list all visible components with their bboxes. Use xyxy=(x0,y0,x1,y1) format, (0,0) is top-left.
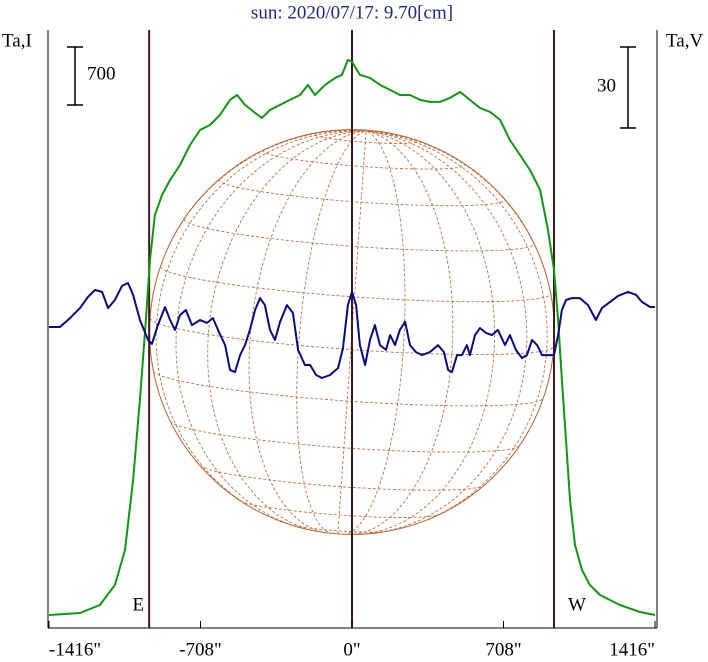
sun-parallel xyxy=(262,149,466,170)
scale-bar-label: 30 xyxy=(597,75,616,96)
sun-meridian xyxy=(175,130,367,529)
sun-meridian xyxy=(149,129,367,318)
sun-parallel xyxy=(153,371,544,407)
sun-meridian xyxy=(366,130,548,527)
sun-parallel xyxy=(199,465,485,491)
sun-meridian xyxy=(366,130,555,347)
sun-meridian xyxy=(360,130,496,535)
x-tick-label: -1416" xyxy=(49,639,101,660)
scale-bar xyxy=(620,46,636,129)
sun-meridian xyxy=(366,130,528,534)
x-tick-label: 708" xyxy=(485,639,521,660)
sun-meridian xyxy=(207,130,367,532)
sun-meridian xyxy=(343,130,406,535)
series-line xyxy=(48,58,656,616)
y-axis-label: Ta,I xyxy=(2,30,32,51)
sun-meridian xyxy=(248,130,367,534)
x-tick-label: 1416" xyxy=(609,639,655,660)
sun-meridian xyxy=(348,130,454,535)
sun-parallel xyxy=(160,266,552,303)
series-line xyxy=(49,282,655,379)
x-tick-label: 0" xyxy=(343,639,360,660)
sun-meridian xyxy=(155,130,367,517)
sun-grid xyxy=(149,129,555,535)
sun-meridian xyxy=(296,130,367,534)
y2-axis-label: Ta,V xyxy=(666,30,703,51)
limb-label: E xyxy=(133,594,145,615)
scale-bar xyxy=(67,46,83,106)
limb-label: W xyxy=(568,594,586,615)
x-tick-label: -708" xyxy=(179,639,222,660)
sun-parallel xyxy=(239,500,440,518)
scale-bar-label: 700 xyxy=(87,63,116,84)
chart-title: sun: 2020/07/17: 9.70[cm] xyxy=(251,2,453,23)
